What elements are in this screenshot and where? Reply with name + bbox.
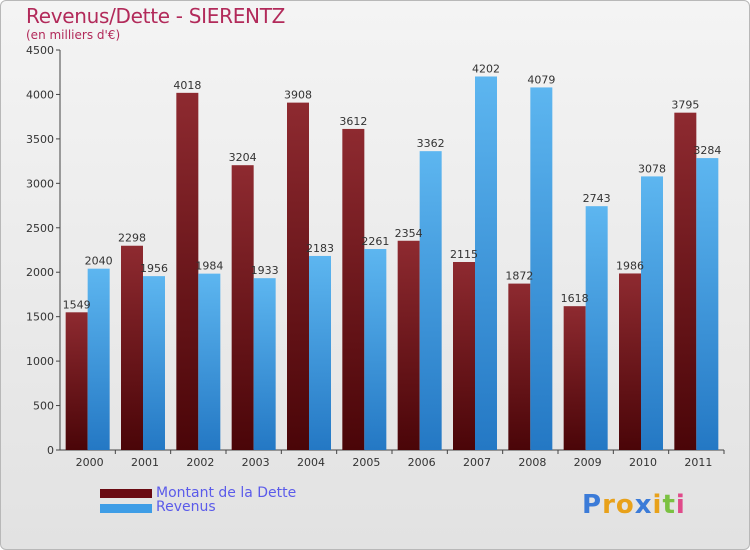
- data-label-revenus: 4202: [472, 62, 500, 75]
- legend-label-revenus: Revenus: [156, 499, 216, 515]
- data-label-revenus: 2743: [583, 192, 611, 205]
- bar-revenus: [364, 249, 387, 450]
- bar-dette: [508, 283, 531, 450]
- bar-revenus: [696, 158, 719, 451]
- x-tick-label: 2008: [518, 456, 546, 469]
- data-label-dette: 1549: [63, 298, 91, 311]
- x-tick-label: 2002: [186, 456, 214, 469]
- data-label-dette: 1872: [505, 270, 533, 283]
- data-label-revenus: 2183: [306, 242, 334, 255]
- bar-dette: [287, 102, 309, 450]
- logo-letter: i: [675, 490, 686, 520]
- bar-dette: [121, 245, 143, 450]
- data-label-dette: 2115: [450, 248, 478, 261]
- data-label-dette: 3612: [339, 115, 367, 128]
- logo-letter: i: [652, 490, 663, 520]
- bar-revenus: [87, 268, 110, 450]
- chart-axes: 0 500 1000 1500 2000 2500 3000 3500 4000 4500 2000…: [26, 44, 725, 469]
- bar-dette: [674, 112, 697, 451]
- x-tick-label: 2003: [242, 456, 270, 469]
- data-label-revenus: 3362: [417, 137, 445, 150]
- bar-revenus: [309, 255, 331, 450]
- bar-revenus: [143, 276, 165, 450]
- x-tick-label: 2006: [408, 456, 436, 469]
- bar-dette: [176, 92, 199, 450]
- bar-dette: [231, 165, 254, 450]
- data-label-dette: 2354: [395, 227, 423, 240]
- y-tick-label: 3000: [26, 177, 54, 190]
- data-label-revenus: 3078: [638, 162, 666, 175]
- y-tick-label: 4500: [26, 44, 54, 57]
- y-tick-label: 1500: [26, 311, 54, 324]
- data-label-dette: 4018: [173, 79, 201, 92]
- data-label-dette: 3795: [671, 99, 699, 112]
- logo-letter: P: [582, 490, 603, 520]
- bar-dette: [397, 240, 420, 450]
- data-label-revenus: 4079: [527, 73, 555, 86]
- bar-revenus: [641, 176, 663, 450]
- y-tick-label: 1000: [26, 355, 54, 368]
- bar-revenus: [585, 206, 608, 450]
- data-label-revenus: 1933: [251, 264, 279, 277]
- y-tick-label: 2000: [26, 266, 54, 279]
- x-tick-label: 2007: [463, 456, 491, 469]
- bar-revenus: [530, 87, 553, 450]
- data-label-dette: 3204: [229, 151, 257, 164]
- x-tick-label: 2001: [131, 456, 159, 469]
- logo-letter: r: [602, 490, 616, 520]
- chart-title: Revenus/Dette - SIERENTZ: [26, 4, 286, 28]
- legend-label-dette: Montant de la Dette: [156, 485, 297, 501]
- data-label-revenus: 1984: [195, 260, 223, 273]
- x-tick-label: 2005: [352, 456, 380, 469]
- legend-swatch-revenus: [100, 504, 152, 513]
- y-tick-label: 500: [33, 400, 54, 413]
- data-label-dette: 3908: [284, 89, 312, 102]
- bar-revenus: [198, 273, 221, 450]
- x-tick-label: 2000: [76, 456, 104, 469]
- chart-bars: [65, 76, 719, 451]
- x-tick-label: 2004: [297, 456, 325, 469]
- data-label-revenus: 2040: [85, 255, 113, 268]
- logo-letter: t: [662, 490, 676, 520]
- bar-dette: [453, 262, 475, 450]
- bar-dette: [65, 312, 88, 450]
- data-label-dette: 1986: [616, 259, 644, 272]
- x-tick-label: 2011: [684, 456, 712, 469]
- y-tick-label: 4000: [26, 88, 54, 101]
- bar-revenus: [475, 76, 497, 450]
- bar-revenus: [419, 151, 442, 450]
- data-label-dette: 2298: [118, 232, 146, 245]
- x-tick-label: 2010: [629, 456, 657, 469]
- data-label-revenus: 2261: [361, 235, 389, 248]
- x-tick-label: 2009: [574, 456, 602, 469]
- logo-letter: x: [634, 490, 653, 520]
- y-tick-label: 0: [47, 444, 54, 457]
- data-label-revenus: 3284: [693, 144, 721, 157]
- logo-letter: o: [615, 490, 635, 520]
- data-label-dette: 1618: [561, 292, 589, 305]
- bar-revenus: [253, 278, 276, 450]
- data-label-revenus: 1956: [140, 262, 168, 275]
- bar-dette: [342, 128, 365, 450]
- chart-subtitle: (en milliers d'€): [26, 28, 121, 42]
- y-tick-label: 3500: [26, 133, 54, 146]
- y-tick-label: 2500: [26, 222, 54, 235]
- legend-swatch-dette: [100, 489, 152, 498]
- bar-dette: [563, 306, 586, 450]
- proxiti-logo: Proxiti: [582, 490, 686, 520]
- chart-data-labels: 1549 2040 2298 1956 4018 1984 3204 1933 3908 2183…: [63, 62, 722, 311]
- bar-dette: [619, 273, 641, 450]
